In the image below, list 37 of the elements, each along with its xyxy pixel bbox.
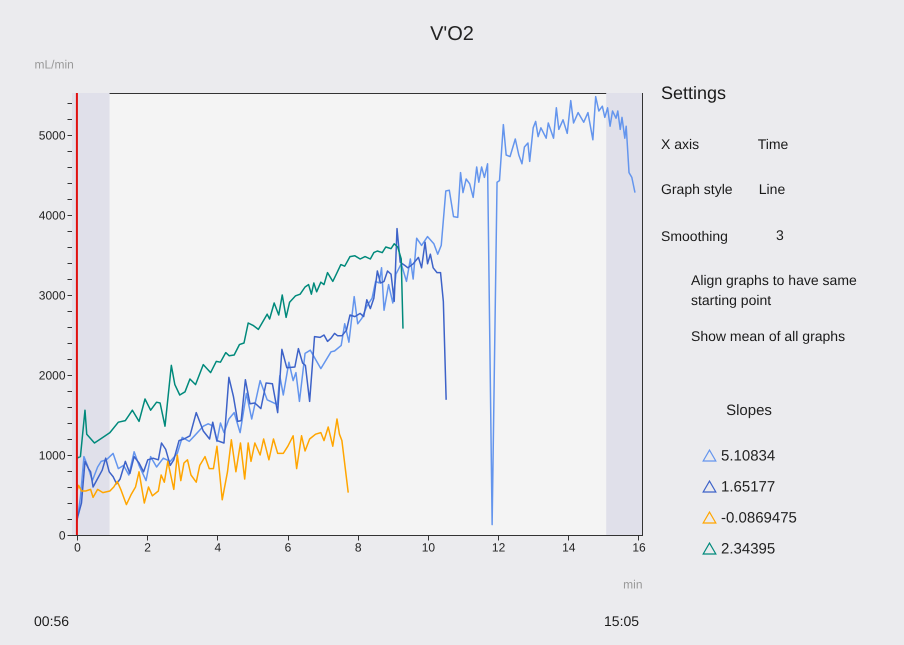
- x-tick-label: 2: [144, 540, 152, 554]
- text: Time: [758, 136, 789, 152]
- y-tick-label: 5000: [38, 128, 66, 142]
- x-axis-title: min: [623, 578, 642, 592]
- legend-label: 5.10834: [721, 448, 776, 464]
- y-tick-label: 2000: [38, 368, 66, 382]
- text: Show mean of all graphs: [691, 328, 846, 344]
- text: 15:05: [604, 613, 640, 629]
- line-series: [76, 243, 404, 459]
- y-axis-title: mL/min: [34, 58, 74, 72]
- text: 00:56: [34, 613, 70, 629]
- x-tick-label: 12: [492, 540, 506, 554]
- text: Align graphs to have same starting point: [691, 272, 857, 308]
- y-tick-label: 3000: [38, 288, 66, 302]
- x-tick-label: 14: [562, 540, 576, 554]
- legend-label: 2.34395: [721, 540, 776, 558]
- chart-title: V'O2: [430, 23, 474, 45]
- x-tick-label: 16: [632, 540, 646, 554]
- x-tick-label: 4: [214, 540, 222, 554]
- y-tick-label: 0: [58, 528, 66, 542]
- text: Graph style: [661, 181, 733, 197]
- text: X axis: [661, 136, 700, 152]
- y-tick-label: 4000: [38, 208, 66, 222]
- text: Settings: [661, 83, 726, 103]
- y-tick-label: 1000: [38, 448, 66, 462]
- legend-label: -0.0869475: [721, 510, 797, 526]
- text: 3: [776, 227, 784, 243]
- x-tick-label: 6: [284, 540, 292, 554]
- line-series: [76, 96, 636, 526]
- x-tick-label: 10: [422, 540, 436, 554]
- legend-label: 1.65177: [721, 478, 776, 496]
- line-series: [76, 418, 349, 506]
- text: Line: [758, 181, 786, 197]
- x-tick-label: 8: [354, 540, 362, 554]
- text: Smoothing: [661, 228, 728, 244]
- legend-title: Slopes: [726, 402, 772, 419]
- x-tick-label: 0: [74, 540, 82, 554]
